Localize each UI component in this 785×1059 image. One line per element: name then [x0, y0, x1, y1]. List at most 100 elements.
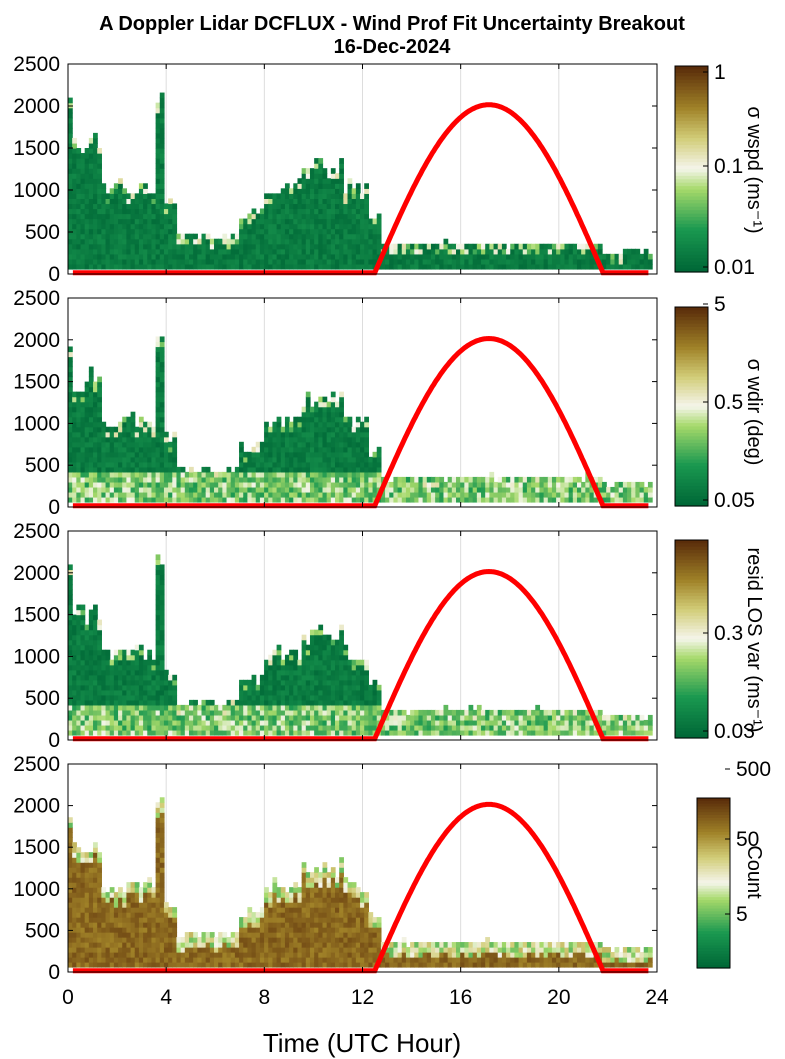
- heatmap-cell: [122, 239, 127, 245]
- heatmap-cell: [410, 710, 415, 716]
- heatmap-cell: [160, 407, 165, 413]
- heatmap-cell: [72, 675, 77, 681]
- heatmap-cell: [89, 178, 94, 184]
- figure-date: 16-Dec-2024: [334, 36, 452, 58]
- heatmap-cell: [335, 715, 340, 721]
- heatmap-cell: [172, 452, 177, 458]
- heatmap-cell: [439, 264, 444, 270]
- heatmap-cell: [160, 497, 165, 503]
- heatmap-cell: [172, 492, 177, 498]
- heatmap-cell: [452, 249, 457, 255]
- heatmap-cell: [297, 660, 302, 666]
- heatmap-cell: [402, 710, 407, 716]
- heatmap-cell: [481, 720, 486, 726]
- heatmap-cell: [564, 487, 569, 493]
- heatmap-cell: [343, 690, 348, 696]
- heatmap-cell: [277, 705, 282, 711]
- heatmap-cell: [185, 715, 190, 721]
- heatmap-cell: [97, 927, 102, 933]
- heatmap-cell: [277, 725, 282, 731]
- heatmap-cell: [635, 497, 640, 503]
- heatmap-cell: [68, 457, 73, 463]
- heatmap-cell: [97, 897, 102, 903]
- heatmap-cell: [368, 690, 373, 696]
- heatmap-cell: [560, 477, 565, 483]
- heatmap-cell: [318, 259, 323, 265]
- heatmap-cell: [106, 457, 111, 463]
- heatmap-cell: [414, 264, 419, 270]
- heatmap-cell: [260, 462, 265, 468]
- heatmap-cell: [356, 720, 361, 726]
- heatmap-cell: [277, 224, 282, 230]
- heatmap-cell: [260, 675, 265, 681]
- heatmap-cell: [285, 462, 290, 468]
- heatmap-cell: [131, 254, 136, 260]
- heatmap-cell: [139, 193, 144, 199]
- heatmap-cell: [135, 695, 140, 701]
- heatmap-cell: [202, 487, 207, 493]
- heatmap-cell: [272, 447, 277, 453]
- heatmap-cell: [85, 625, 90, 631]
- heatmap-cell: [206, 249, 211, 255]
- figure-title: A Doppler Lidar DCFLUX - Wind Prof Fit U…: [99, 13, 685, 35]
- heatmap-cell: [272, 442, 277, 448]
- heatmap-cell: [452, 259, 457, 265]
- heatmap-cell: [247, 477, 252, 483]
- heatmap-cell: [156, 352, 161, 358]
- heatmap-cell: [406, 477, 411, 483]
- heatmap-cell: [314, 183, 319, 189]
- heatmap-cell: [185, 482, 190, 488]
- heatmap-cell: [581, 254, 586, 260]
- heatmap-cell: [289, 254, 294, 260]
- heatmap-cell: [81, 452, 86, 458]
- heatmap-cell: [122, 234, 127, 240]
- heatmap-cell: [527, 710, 532, 716]
- heatmap-cell: [193, 700, 198, 706]
- heatmap-cell: [181, 264, 186, 270]
- heatmap-cell: [93, 427, 98, 433]
- heatmap-cell: [122, 695, 127, 701]
- heatmap-cell: [535, 710, 540, 716]
- heatmap-cell: [72, 680, 77, 686]
- heatmap-cell: [331, 715, 336, 721]
- heatmap-cell: [339, 392, 344, 398]
- heatmap-cell: [506, 264, 511, 270]
- heatmap-cell: [452, 244, 457, 250]
- heatmap-cell: [523, 492, 528, 498]
- heatmap-cell: [393, 492, 398, 498]
- heatmap-cell: [539, 482, 544, 488]
- heatmap-cell: [214, 705, 219, 711]
- heatmap-cell: [218, 720, 223, 726]
- heatmap-cell: [101, 472, 106, 478]
- heatmap-cell: [264, 467, 269, 473]
- heatmap-cell: [235, 700, 240, 706]
- heatmap-cell: [322, 224, 327, 230]
- heatmap-cell: [151, 254, 156, 260]
- heatmap-cell: [189, 730, 194, 736]
- heatmap-cell: [89, 927, 94, 933]
- heatmap-cell: [318, 422, 323, 428]
- heatmap-cell: [335, 730, 340, 736]
- heatmap-cell: [439, 254, 444, 260]
- heatmap-cell: [268, 442, 273, 448]
- heatmap-cell: [335, 725, 340, 731]
- heatmap-cell: [85, 962, 90, 968]
- heatmap-cell: [160, 625, 165, 631]
- heatmap-cell: [118, 665, 123, 671]
- heatmap-cell: [272, 244, 277, 250]
- heatmap-cell: [202, 259, 207, 265]
- heatmap-cell: [227, 705, 232, 711]
- heatmap-cell: [348, 725, 353, 731]
- heatmap-cell: [126, 675, 131, 681]
- heatmap-cell: [548, 492, 553, 498]
- heatmap-cell: [106, 244, 111, 250]
- heatmap-cell: [310, 670, 315, 676]
- heatmap-cell: [214, 715, 219, 721]
- heatmap-cell: [427, 259, 432, 265]
- heatmap-cell: [360, 472, 365, 478]
- heatmap-cell: [373, 680, 378, 686]
- heatmap-cell: [252, 705, 257, 711]
- heatmap-cell: [314, 715, 319, 721]
- heatmap-cell: [97, 472, 102, 478]
